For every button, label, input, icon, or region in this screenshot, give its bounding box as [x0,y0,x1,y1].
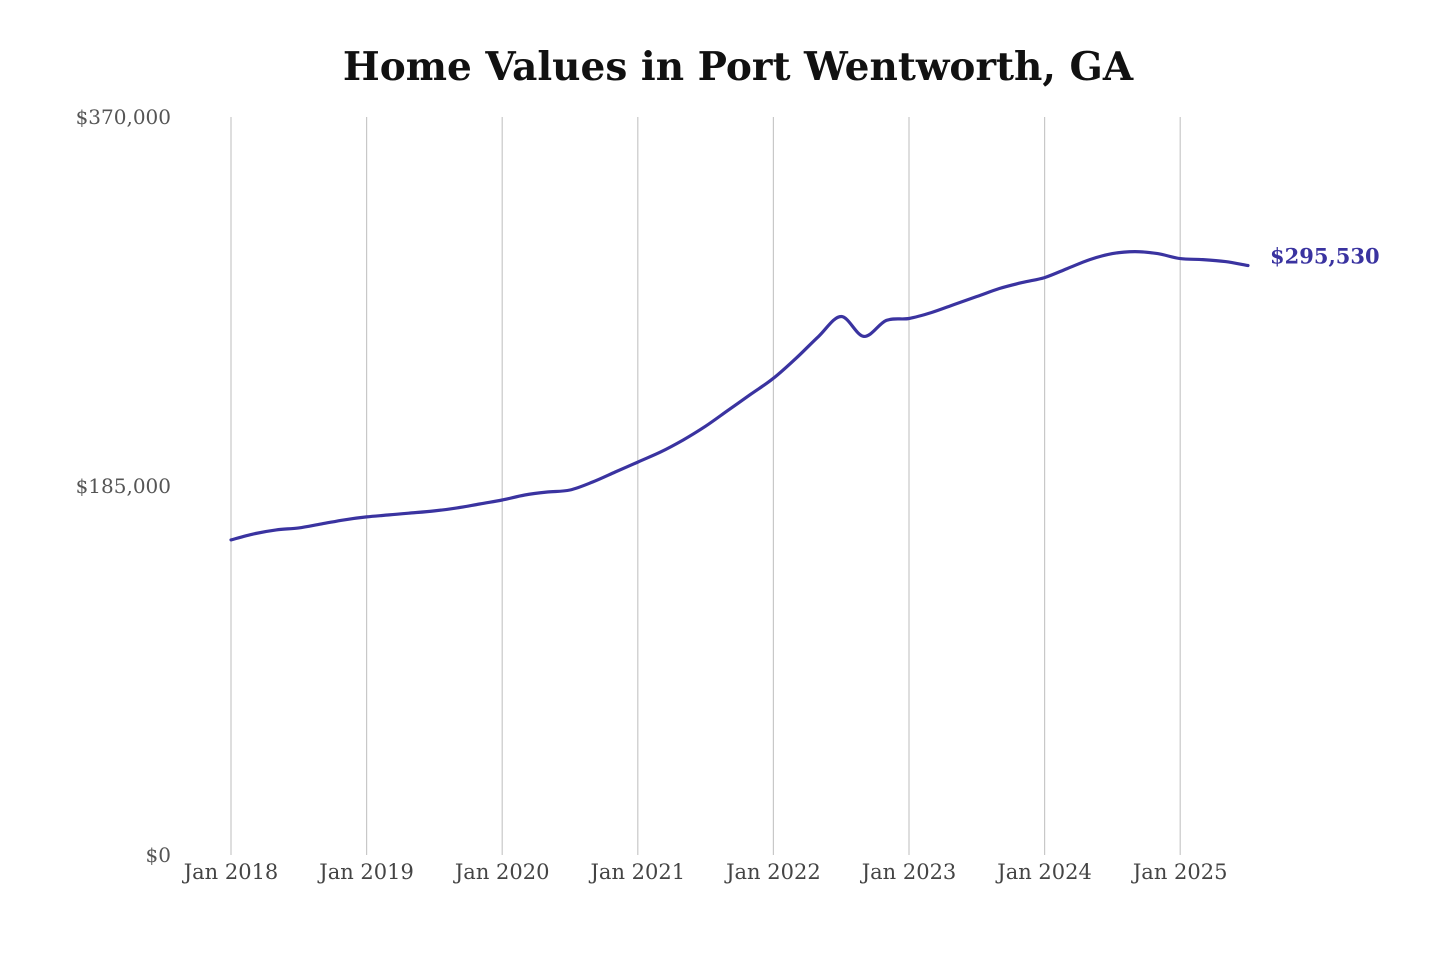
y-tick-label-1: $185,000 [76,474,171,498]
x-tick-label-5: Jan 2023 [860,860,957,884]
y-tick-label-0: $0 [146,843,171,867]
x-tick-label-1: Jan 2019 [317,860,414,884]
x-tick-label-3: Jan 2021 [589,860,686,884]
x-tick-label-2: Jan 2020 [453,860,550,884]
y-axis-tick-labels: $0 $185,000 $370,000 [76,105,171,867]
chart-title: Home Values in Port Wentworth, GA [342,44,1134,90]
x-tick-label-0: Jan 2018 [182,860,279,884]
y-tick-label-2: $370,000 [76,105,171,129]
series-line [229,250,1250,542]
x-axis-tick-labels: Jan 2018 Jan 2019 Jan 2020 Jan 2021 Jan 2022… [182,860,1228,884]
x-tick-label-7: Jan 2025 [1131,860,1228,884]
x-tick-label-6: Jan 2024 [995,860,1092,884]
x-tick-label-4: Jan 2022 [724,860,821,884]
vertical-gridlines [230,117,1181,855]
end-value-label: $295,530 [1270,244,1380,269]
